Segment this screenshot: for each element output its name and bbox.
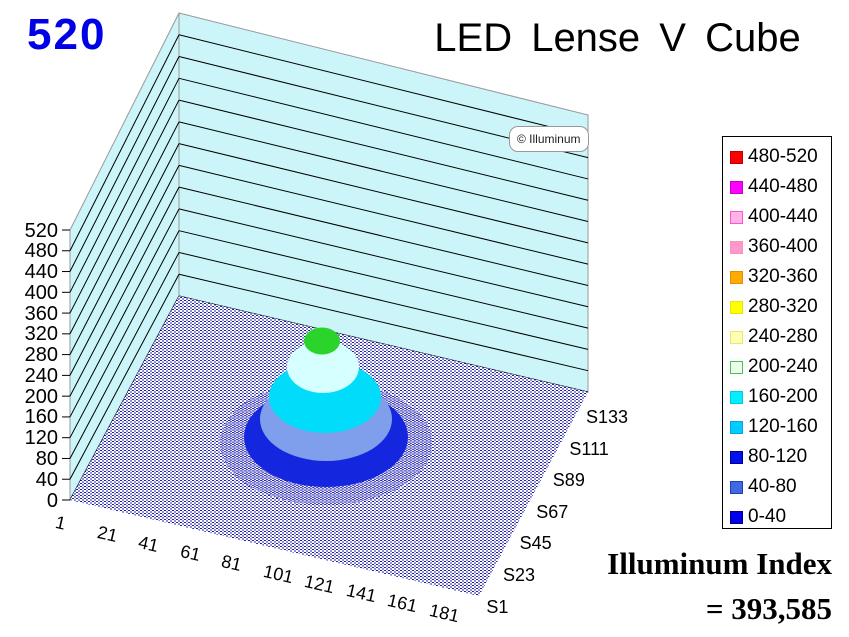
legend-row[interactable]: 200-240 [723,352,831,382]
legend[interactable]: 480-520 440-480 400-440 360-400 320-360 280-3… [722,136,832,529]
legend-label: 200-240 [748,356,818,377]
value-axis-label: 520 [24,219,58,242]
legend-swatch [730,360,743,374]
legend-label: 480-520 [748,146,818,167]
gridline-back [178,251,589,350]
series-axis-label: S1 [486,596,509,617]
value-axis-label: 360 [24,302,58,325]
legend-swatch [730,150,743,164]
index-caption-line1: Illuminum Index [607,546,832,581]
gridline-left [69,252,180,459]
series-axis-label: S45 [519,533,552,554]
gridline-left [69,273,180,480]
legend-label: 80-120 [748,446,808,467]
gridline-left [69,56,180,272]
legend-swatch [730,330,743,344]
chart-title: LED Lense V Cube [434,16,801,60]
legend-row[interactable]: 0-40 [723,502,831,532]
legend-swatch [730,450,743,464]
gridline-left [69,230,180,438]
legend-label: 240-280 [748,326,818,347]
legend-swatch [730,210,743,224]
gridline-back [178,208,589,308]
series-axis-label: S111 [569,438,609,459]
value-axis-label: 200 [24,385,58,408]
series-axis-label: S133 [586,407,629,427]
gridline-back [178,77,589,180]
legend-row[interactable]: 40-80 [723,472,831,502]
legend-row[interactable]: 160-200 [723,382,831,412]
legend-row[interactable]: 280-320 [723,292,831,322]
legend-label: 280-320 [748,296,818,317]
series-axis-label: S89 [552,470,585,491]
legend-swatch [730,390,743,404]
legend-label: 120-160 [748,416,818,437]
legend-label: 360-400 [748,236,818,257]
watermark-badge: © Illuminum [509,126,589,152]
index-caption-line2: = 393,585 [705,591,832,626]
value-axis-label: 120 [24,427,58,450]
value-axis-label: 400 [24,281,58,304]
legend-swatch [730,300,743,314]
left-wall-gridlines [69,34,180,501]
gridline-back [178,230,589,329]
legend-row[interactable]: 80-120 [723,442,831,472]
value-axis-ticks [62,229,70,501]
legend-swatch [730,240,743,254]
legend-swatch [730,510,743,524]
legend-label: 40-80 [748,476,797,497]
series-axis-label: S67 [536,501,569,522]
legend-row[interactable]: 400-440 [723,202,831,232]
gridline-left [69,165,180,376]
gridline-left [69,78,180,293]
legend-row[interactable]: 480-520 [723,142,831,172]
legend-label: 440-480 [748,176,818,197]
gridline-back [178,121,589,223]
legend-label: 400-440 [748,206,818,227]
beam-ring-pale [287,341,359,393]
legend-swatch [730,480,743,494]
value-axis-label: 480 [24,240,58,263]
gridline-back [178,99,589,201]
legend-label: 0-40 [748,506,787,527]
value-axis-label: 320 [24,323,58,346]
gridline-left [69,121,180,335]
legend-row[interactable]: 240-280 [723,322,831,352]
gridline-back [178,273,589,372]
legend-row[interactable]: 320-360 [723,262,831,292]
gridline-back [178,143,589,244]
value-axis-label: 80 [35,447,58,470]
gridline-left [69,34,180,251]
category-axis-label: 21 [95,521,120,546]
value-axis-label: 440 [24,261,58,284]
legend-row[interactable]: 120-160 [723,412,831,442]
corner-max-value: 520 [27,10,107,59]
index-caption: Illuminum Index = 393,585 [500,541,832,631]
gridline-left [69,186,180,397]
legend-swatch [730,420,743,434]
legend-label: 320-360 [748,266,818,287]
value-axis-label: 0 [46,489,58,512]
legend-swatch [730,270,743,284]
gridline-left [69,208,180,418]
legend-row[interactable]: 440-480 [723,172,831,202]
value-axis-label: 160 [24,406,58,429]
series-axis-label: S23 [503,565,536,585]
legend-row[interactable]: 360-400 [723,232,831,262]
gridline-back [178,186,589,286]
watermark-text: © Illuminum [517,132,581,146]
gridline-left [69,99,180,314]
legend-swatch [730,180,743,194]
value-axis-label: 240 [24,364,58,387]
gridline-back [178,34,589,137]
legend-label: 160-200 [748,386,818,407]
beam-peak-cap [304,327,340,355]
gridline-back [178,164,589,265]
value-axis-label: 280 [24,344,58,367]
value-axis-label: 40 [35,468,58,491]
gridline-left [69,143,180,355]
